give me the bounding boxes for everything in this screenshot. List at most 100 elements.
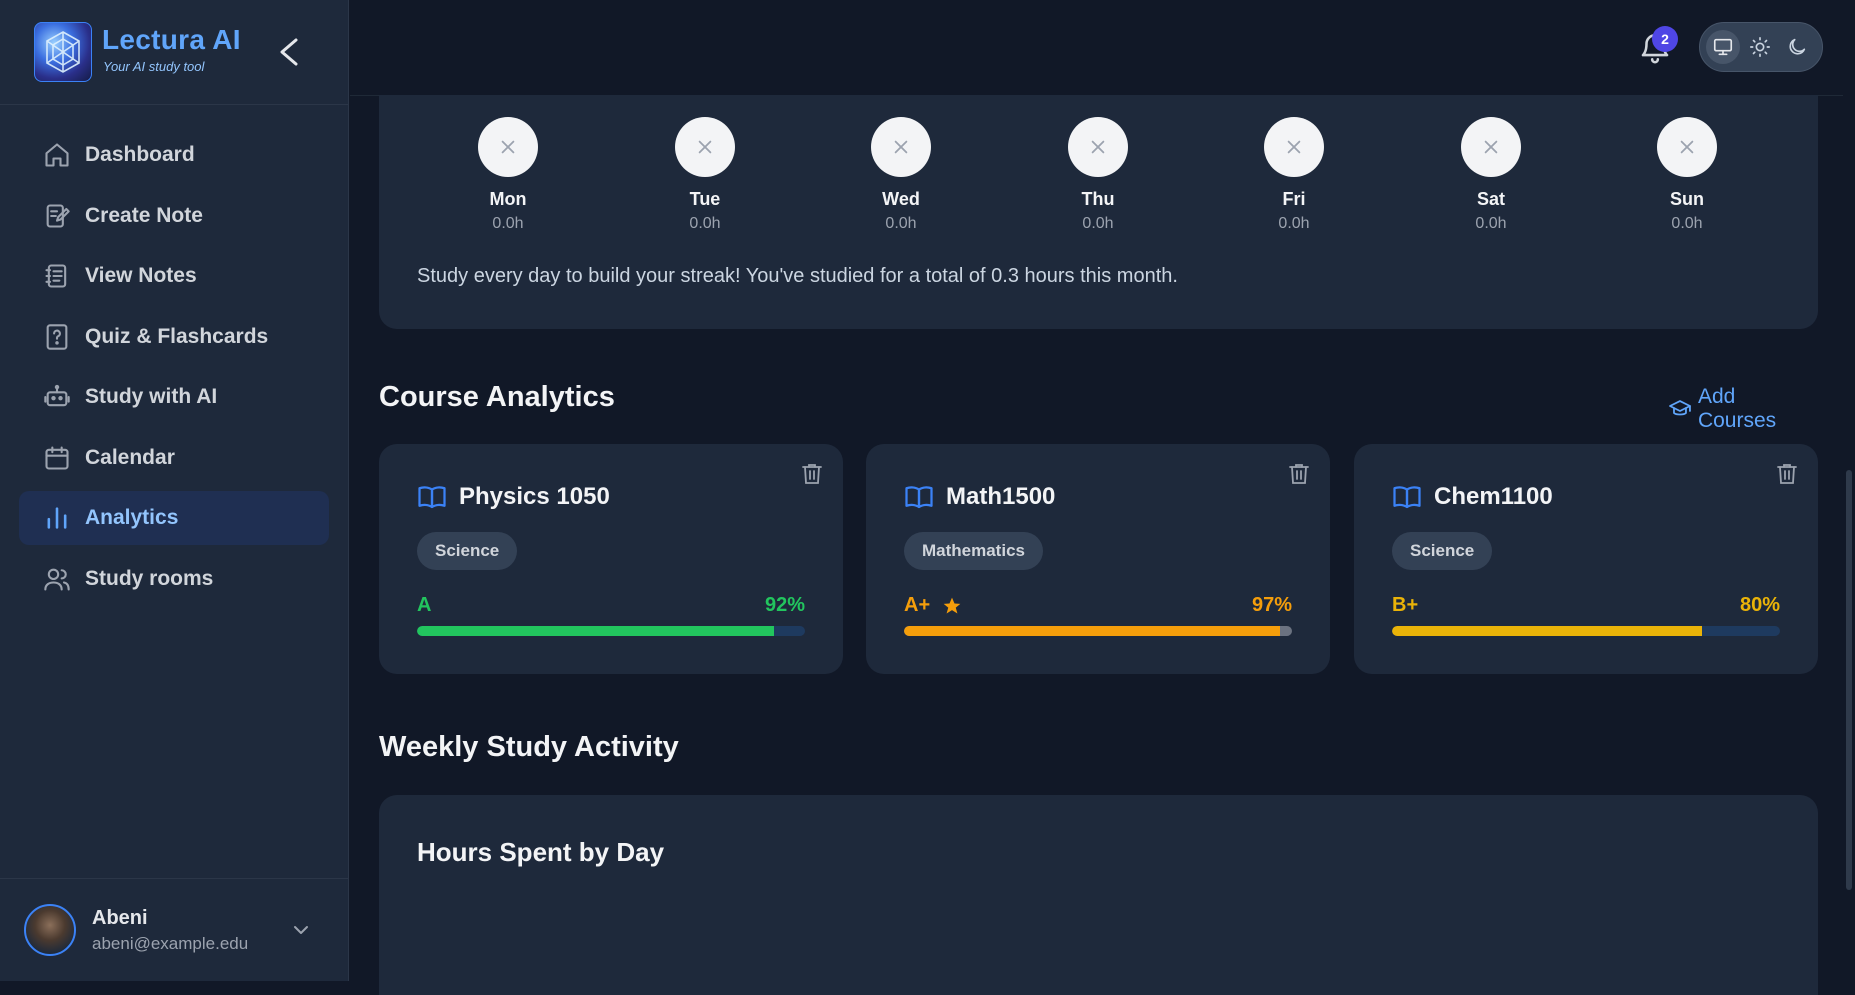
sidebar-item-study-rooms[interactable]: Study rooms — [19, 552, 329, 606]
sidebar-item-label: Create Note — [85, 203, 203, 227]
streak-day: Mon 0.0h — [448, 117, 568, 233]
study-streak-card: Mon 0.0h Tue 0.0h Wed 0.0h Thu 0.0h — [379, 95, 1818, 329]
course-grade: A+ — [904, 594, 962, 617]
x-icon — [1680, 140, 1694, 154]
edit-note-icon — [46, 203, 70, 228]
notification-badge: 2 — [1652, 26, 1678, 52]
streak-day: Tue 0.0h — [645, 117, 765, 233]
logo-icon — [34, 22, 92, 82]
streak-day: Thu 0.0h — [1038, 117, 1158, 233]
course-progress-fill — [904, 626, 1281, 636]
sidebar-item-study-with-ai[interactable]: Study with AI — [19, 370, 329, 424]
sidebar-item-view-notes[interactable]: View Notes — [19, 249, 329, 303]
course-name: Math1500 — [946, 483, 1056, 510]
day-hours: 0.0h — [885, 215, 917, 232]
course-percent: 97% — [1251, 594, 1292, 616]
user-menu[interactable]: Abeni abeni@example.edu — [0, 878, 349, 982]
scrollbar-thumb[interactable] — [1846, 470, 1852, 890]
missed-day-indicator — [478, 117, 538, 177]
scrollbar[interactable] — [1843, 95, 1855, 981]
course-progress-fill — [417, 626, 774, 636]
course-card[interactable]: Math1500 Mathematics A+ 97% — [866, 444, 1330, 674]
sidebar-item-analytics[interactable]: Analytics — [19, 491, 329, 545]
monitor-icon — [1713, 38, 1733, 56]
course-progress-bar — [417, 626, 805, 636]
missed-day-indicator — [871, 117, 931, 177]
day-name: Sun — [1670, 189, 1704, 209]
course-card[interactable]: Physics 1050 Science A 92% — [379, 444, 843, 674]
sidebar-item-label: Study with AI — [85, 385, 218, 408]
streak-day: Fri 0.0h — [1234, 117, 1354, 233]
sidebar-item-quiz-flashcards[interactable]: Quiz & Flashcards — [19, 310, 329, 364]
theme-switcher — [1699, 22, 1823, 72]
course-grade: A — [417, 594, 431, 617]
avatar — [24, 904, 76, 956]
sidebar: Lectura AI Your AI study tool Dashboard … — [0, 0, 349, 981]
course-category-badge: Science — [1392, 532, 1493, 570]
day-hours: 0.0h — [492, 215, 524, 232]
sidebar-item-label: Analytics — [85, 506, 179, 529]
missed-day-indicator — [675, 117, 735, 177]
day-hours: 0.0h — [1278, 215, 1310, 232]
streak-day: Sun 0.0h — [1627, 117, 1747, 233]
users-icon — [44, 568, 70, 591]
book-icon — [905, 486, 933, 509]
x-icon — [1091, 140, 1105, 154]
bar-chart-icon — [47, 507, 67, 529]
brand-name: Lectura AI — [102, 24, 241, 55]
trash-icon[interactable] — [1288, 462, 1310, 486]
day-name: Fri — [1282, 189, 1306, 209]
course-analytics-title: Course Analytics — [379, 381, 615, 413]
collapse-sidebar-button[interactable] — [274, 32, 304, 72]
course-percent: 92% — [764, 594, 805, 616]
sidebar-item-label: Study rooms — [85, 566, 214, 590]
day-hours: 0.0h — [1082, 215, 1114, 232]
chevron-left-icon — [280, 38, 298, 66]
day-name: Thu — [1081, 189, 1115, 209]
sidebar-item-label: Quiz & Flashcards — [85, 324, 269, 348]
course-progress-bar — [904, 626, 1292, 636]
sun-icon — [1750, 37, 1770, 57]
star-icon — [943, 597, 961, 613]
moon-icon — [1789, 38, 1806, 55]
theme-dark-button[interactable] — [1780, 30, 1814, 64]
hours-chart-card: Hours Spent by Day — [379, 795, 1818, 995]
missed-day-indicator — [1068, 117, 1128, 177]
missed-day-indicator — [1657, 117, 1717, 177]
day-name: Tue — [689, 189, 721, 209]
add-courses-label: Add Courses — [1697, 385, 1777, 432]
notebook-icon — [45, 264, 67, 288]
grade-label: A — [417, 594, 432, 616]
theme-light-button[interactable] — [1743, 30, 1777, 64]
user-email: abeni@example.edu — [92, 934, 249, 953]
chevron-down-icon[interactable] — [290, 919, 312, 941]
add-courses-button[interactable]: Add Courses — [1668, 385, 1819, 433]
x-icon — [698, 140, 712, 154]
day-name: Sat — [1476, 189, 1505, 209]
course-header: Chem1100 — [1392, 482, 1553, 512]
trash-icon[interactable] — [801, 462, 823, 486]
sidebar-item-dashboard[interactable]: Dashboard — [19, 128, 329, 182]
sidebar-item-calendar[interactable]: Calendar — [19, 431, 329, 485]
streak-day: Wed 0.0h — [841, 117, 961, 233]
sidebar-item-create-note[interactable]: Create Note — [19, 189, 329, 243]
book-icon — [1393, 486, 1421, 509]
robot-icon — [44, 384, 70, 407]
course-percent: 80% — [1739, 594, 1780, 616]
calendar-icon — [45, 445, 69, 470]
streak-message: Study every day to build your streak! Yo… — [417, 265, 1178, 287]
course-header: Physics 1050 — [417, 482, 610, 512]
course-card[interactable]: Chem1100 Science B+ 80% — [1354, 444, 1818, 674]
course-header: Math1500 — [904, 482, 1055, 512]
trash-icon[interactable] — [1776, 462, 1798, 486]
theme-system-button[interactable] — [1706, 30, 1740, 64]
day-name: Mon — [489, 189, 527, 209]
course-progress-bar — [1392, 626, 1780, 636]
x-icon — [1287, 140, 1301, 154]
grade-label: B+ — [1392, 594, 1419, 616]
user-name: Abeni — [92, 907, 148, 929]
graduation-cap-icon — [1669, 400, 1691, 416]
brand[interactable]: Lectura AI Your AI study tool — [34, 22, 354, 82]
day-hours: 0.0h — [1671, 215, 1703, 232]
brand-tagline: Your AI study tool — [103, 59, 205, 74]
